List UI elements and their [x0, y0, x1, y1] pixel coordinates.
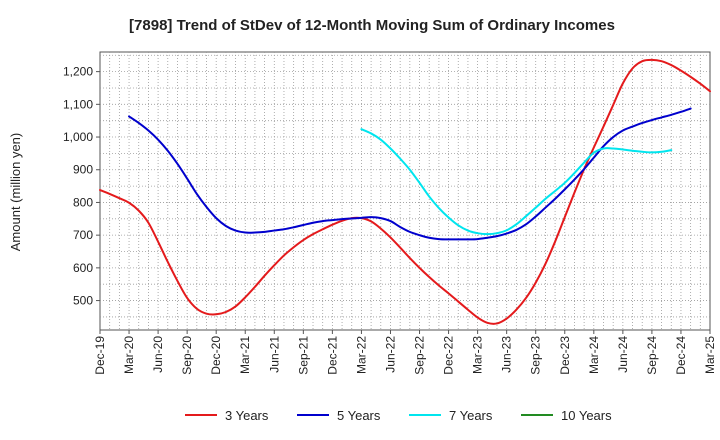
x-tick-label: Sep-23 [529, 336, 543, 375]
y-axis-label: Amount (million yen) [8, 133, 23, 252]
x-tick-label: Jun-21 [267, 336, 281, 373]
y-tick-label: 800 [73, 195, 93, 209]
x-tick-label: Sep-22 [413, 336, 427, 375]
y-tick-label: 700 [73, 228, 93, 242]
x-tick-label: Mar-21 [238, 336, 252, 374]
y-tick-label: 600 [73, 261, 93, 275]
plot-area [99, 51, 711, 331]
y-tick-label: 1,100 [63, 97, 93, 111]
series-line-7-years [360, 128, 673, 236]
x-tick-label: Jun-20 [151, 336, 165, 373]
grid [99, 51, 711, 331]
x-tick-label: Dec-22 [442, 336, 456, 375]
x-tick-label: Dec-21 [325, 336, 339, 375]
legend-label-7-years: 7 Years [449, 408, 493, 423]
series-line-3-years [99, 58, 711, 325]
legend: 3 Years 5 Years 7 Years 10 Years [185, 408, 612, 423]
x-tick-label: Mar-24 [587, 336, 601, 374]
legend-label-3-years: 3 Years [225, 408, 269, 423]
legend-label-10-years: 10 Years [561, 408, 612, 423]
x-tick-label: Jun-24 [616, 336, 630, 373]
chart-title: [7898] Trend of StDev of 12-Month Moving… [129, 17, 615, 34]
series-line-5-years [128, 107, 692, 241]
x-tick-label: Mar-25 [703, 336, 717, 374]
x-tick-label: Mar-23 [471, 336, 485, 374]
x-tick-label: Dec-20 [209, 336, 223, 375]
y-tick-label: 1,200 [63, 65, 93, 79]
y-tick-label: 900 [73, 163, 93, 177]
series-layer [99, 58, 711, 325]
y-tick-label: 1,000 [63, 130, 93, 144]
x-tick-label: Dec-23 [558, 336, 572, 375]
x-tick-label: Sep-20 [180, 336, 194, 375]
y-tick-label: 500 [73, 294, 93, 308]
x-tick-label: Dec-24 [674, 336, 688, 375]
x-tick-label: Sep-24 [645, 336, 659, 375]
axes: 500 600 700 800 900 1,000 1,100 1,200 Dec-19 Mar-… [63, 65, 717, 375]
legend-label-5-years: 5 Years [337, 408, 381, 423]
x-tick-label: Dec-19 [93, 336, 107, 375]
x-tick-label: Sep-21 [296, 336, 310, 375]
x-tick-label: Jun-23 [500, 336, 514, 373]
x-tick-label: Jun-22 [383, 336, 397, 373]
x-tick-label: Mar-20 [122, 336, 136, 374]
x-tick-label: Mar-22 [354, 336, 368, 374]
